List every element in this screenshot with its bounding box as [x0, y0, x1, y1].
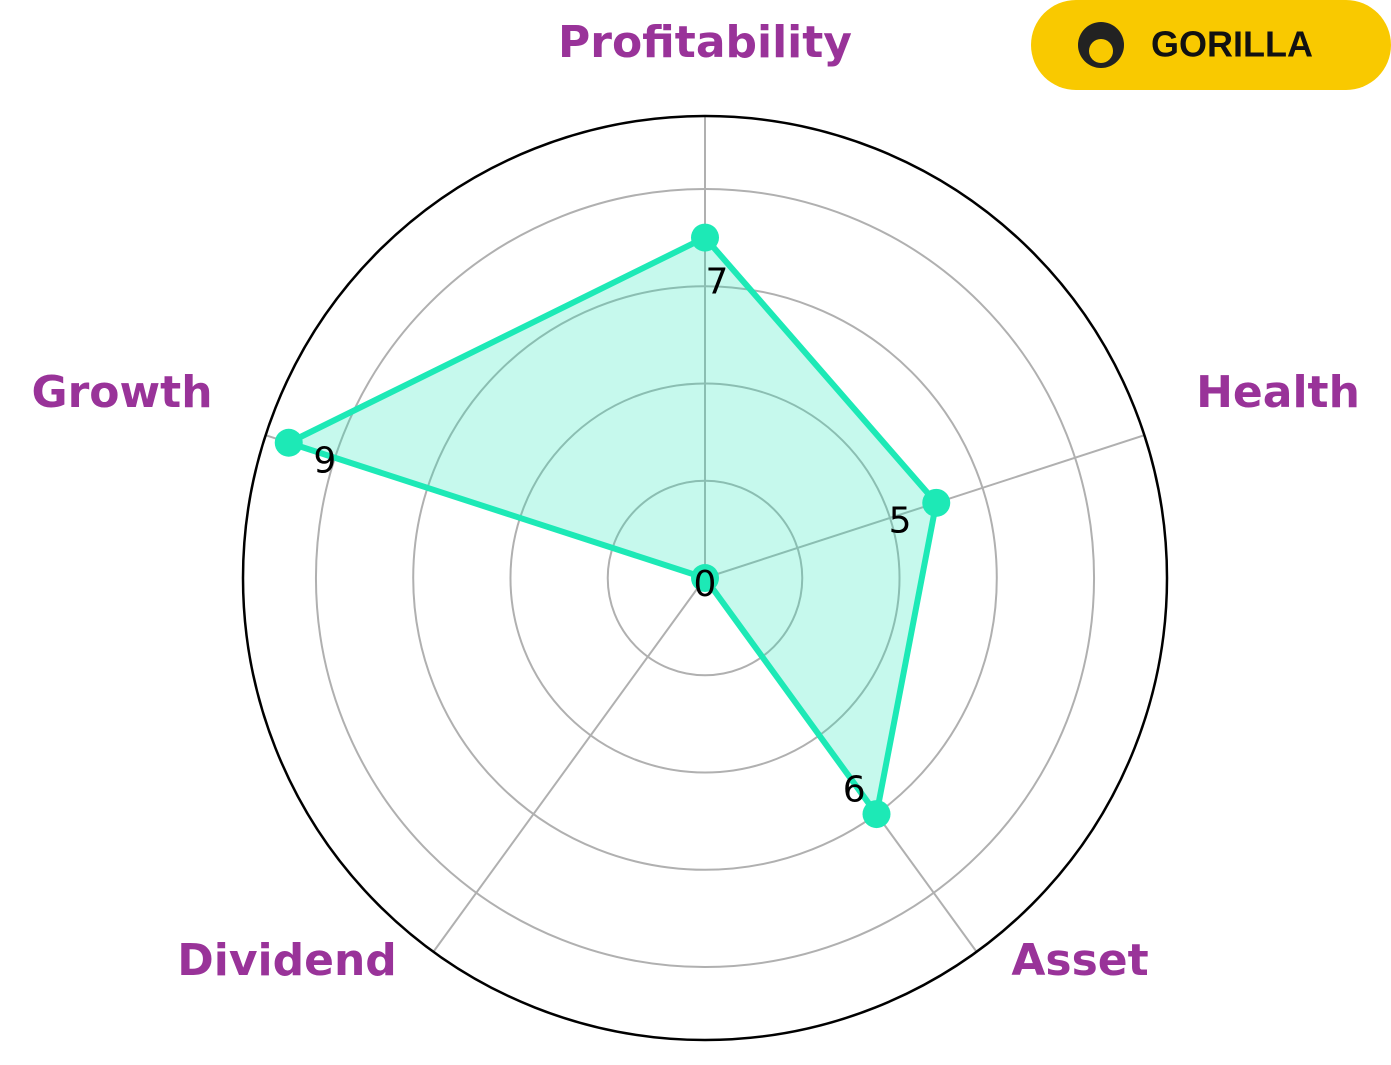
- logo-icon-face: [1089, 39, 1113, 63]
- outer-ring: [241, 114, 1169, 1042]
- value-label: 7: [706, 262, 729, 303]
- spoke: [432, 577, 706, 953]
- category-label: Asset: [1011, 935, 1148, 986]
- logo-text: GORILLA: [1151, 24, 1313, 65]
- category-label: Profitability: [558, 17, 852, 68]
- radar-point: [274, 428, 303, 457]
- logo: GORILLA: [1031, 0, 1391, 90]
- value-label: 9: [313, 440, 336, 481]
- radar-point: [862, 800, 891, 829]
- category-label: Dividend: [177, 935, 397, 986]
- value-label: 5: [889, 501, 912, 542]
- radar-point: [691, 564, 719, 592]
- value-label: 0: [694, 564, 717, 605]
- category-label: Growth: [31, 367, 212, 418]
- logo-pill: [1031, 0, 1391, 90]
- radar-area: [285, 234, 940, 818]
- category-label: Health: [1196, 367, 1360, 418]
- value-label: 6: [843, 769, 866, 810]
- radar-point: [691, 223, 719, 252]
- radar-point: [922, 488, 951, 517]
